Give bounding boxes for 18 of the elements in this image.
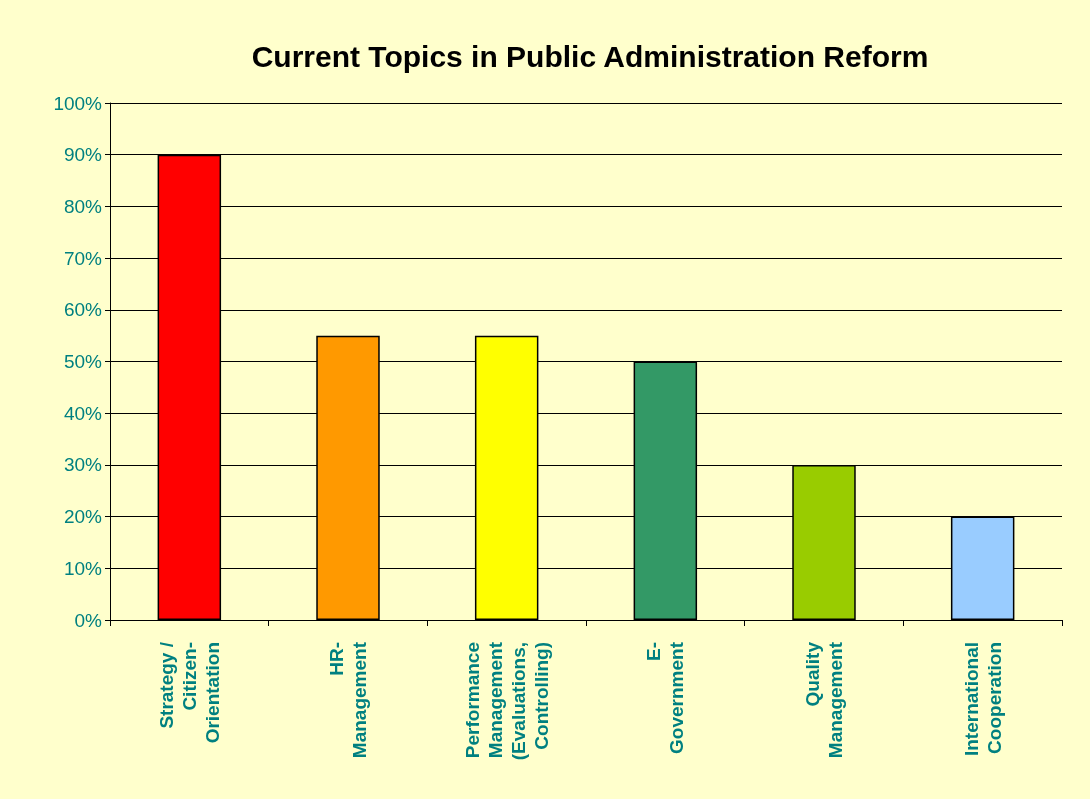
- x-tick-label: E- Government: [643, 641, 688, 754]
- y-tick-label: 10%: [63, 557, 103, 579]
- chart-title: Current Topics in Public Administration Reform: [251, 39, 929, 73]
- y-tick-label: 50%: [63, 351, 103, 372]
- y-tick-label: 80%: [63, 195, 103, 217]
- y-tick-label: 30%: [63, 454, 103, 476]
- x-tick-label: Strategy / Citizen- Orientation: [155, 641, 223, 744]
- y-tick-label: 60%: [63, 299, 103, 321]
- y-tick-label: 0%: [74, 609, 103, 631]
- x-tick-label: HR- Management: [326, 641, 370, 759]
- x-tick-label: Quality Management: [802, 641, 846, 759]
- y-tick-label: 40%: [63, 402, 103, 424]
- x-tick-label: International Cooperation: [960, 642, 1005, 757]
- x-tick-label: Performance Management (Evaluations, Controlling): [461, 641, 552, 761]
- y-tick-label: 90%: [63, 144, 103, 166]
- y-tick-label: 100%: [53, 92, 103, 114]
- y-tick-label: 20%: [63, 506, 103, 528]
- y-tick-label: 70%: [63, 247, 103, 269]
